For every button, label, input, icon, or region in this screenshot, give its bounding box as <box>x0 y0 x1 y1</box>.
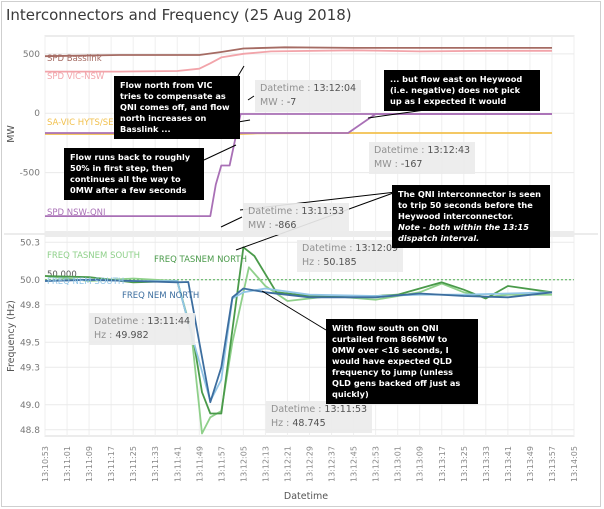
y-tick-label: 49.0 <box>20 401 40 411</box>
reference-line-label: 50.000 <box>47 270 77 280</box>
tooltip-mw-2: Datetime : 13:12:43 MW : -167 <box>369 142 476 174</box>
tooltip-hz-1: Datetime : 13:12:09 Hz : 50.185 <box>297 240 404 272</box>
x-tick-label: 13:13:09 <box>416 446 425 482</box>
annotation-heywood: ... but flow east on Heywood (i.e. negat… <box>384 70 540 111</box>
tooltip-mw-label: MW : <box>374 159 398 170</box>
tooltip-hz-value: 50.185 <box>323 257 357 268</box>
tooltip-datetime-label: Datetime : <box>260 83 311 94</box>
x-tick-label: 13:12:29 <box>306 446 315 482</box>
x-tick-label: 13:11:01 <box>63 446 72 482</box>
tooltip-hz-2: Datetime : 13:11:44 Hz : 49.982 <box>89 313 196 345</box>
x-axis-label: Datetime <box>284 491 328 502</box>
tooltip-mw-label: MW : <box>260 97 284 108</box>
leader-heywood <box>367 109 426 119</box>
leader-frequency <box>261 290 327 331</box>
x-tick-label: 13:12:21 <box>283 446 292 482</box>
x-tick-label: 13:13:01 <box>394 446 403 482</box>
x-tick-label: 13:11:49 <box>195 446 204 482</box>
tooltip-datetime-value: 13:11:53 <box>324 404 368 415</box>
y-tick-label: 49.8 <box>20 301 40 311</box>
y-tick-label: 49.3 <box>20 363 40 373</box>
tooltip-hz-value: 48.745 <box>292 418 326 429</box>
annotation-qni-trip-note: Note - both within the 13:15 dispatch in… <box>398 222 529 243</box>
series-label: SPD NSW-QNI <box>47 208 106 218</box>
tooltip-mw-value: -866 <box>274 220 297 231</box>
y-tick-label: 500 <box>23 50 40 60</box>
annotation-vic-nsw: Flow north from VIC tries to compensate … <box>114 76 240 139</box>
series-label: FREQ NEM SOUTH <box>47 277 124 287</box>
annotation-qni-trip: The QNI interconnector is seen to trip 5… <box>392 185 550 248</box>
y-tick-label: 0 <box>34 109 40 119</box>
tooltip-datetime-label: Datetime : <box>248 206 299 217</box>
annotation-qni-trip-text: The QNI interconnector is seen to trip 5… <box>398 189 541 221</box>
tooltip-hz-label: Hz : <box>271 418 290 429</box>
x-tick-label: 13:13:57 <box>548 446 557 482</box>
y-axis-label-hz: Frequency (Hz) <box>6 300 17 372</box>
tooltip-mw-3: Datetime : 13:11:53 MW : -866 <box>243 203 350 235</box>
series-line-mw-2 <box>45 49 552 73</box>
tooltip-hz-label: Hz : <box>94 330 113 341</box>
x-tick-label: 13:11:09 <box>85 446 94 482</box>
x-tick-label: 13:12:37 <box>328 446 337 482</box>
x-tick-label: 13:10:53 <box>41 446 50 482</box>
tooltip-datetime-value: 13:11:53 <box>301 206 345 217</box>
tooltip-datetime-value: 13:12:04 <box>313 83 357 94</box>
tooltip-stub <box>247 95 255 101</box>
tooltip-mw-1: Datetime : 13:12:04 MW : -7 <box>255 80 362 112</box>
tooltip-datetime-value: 13:12:09 <box>355 243 399 254</box>
tooltip-hz-3: Datetime : 13:11:53 Hz : 48.745 <box>266 401 373 433</box>
series-line-mw-1 <box>44 46 552 58</box>
annotation-frequency: With flow south on QNI curtailed from 86… <box>326 319 478 404</box>
y-tick-label: 50.0 <box>20 276 40 286</box>
y-tick-label: -500 <box>20 169 41 179</box>
x-tick-label: 13:11:57 <box>217 446 226 482</box>
series-label: SA-VIC HYTS/SESS <box>47 118 124 128</box>
chart-title: Interconnectors and Frequency (25 Aug 20… <box>6 6 352 24</box>
x-tick-label: 13:11:41 <box>173 446 182 482</box>
y-tick-label: 50.3 <box>20 238 40 248</box>
series-label: FREQ TASNEM NORTH <box>154 255 247 265</box>
x-tick-label: 13:11:17 <box>107 446 116 482</box>
annotation-qni-step-text: Flow runs back to roughly 50% in first s… <box>70 152 191 195</box>
leader-qni-step <box>203 144 237 161</box>
series-label: SPD VIC-NSW <box>47 72 105 82</box>
series-label: FREQ TASNEM SOUTH <box>47 251 140 261</box>
tooltip-mw-label: MW : <box>248 220 272 231</box>
x-tick-label: 13:11:33 <box>151 446 160 482</box>
y-tick-label: 49.5 <box>20 338 40 348</box>
x-tick-label: 13:12:05 <box>239 446 248 482</box>
tooltip-datetime-value: 13:12:43 <box>427 145 471 156</box>
y-axis-label-mw: MW <box>6 125 17 143</box>
tooltip-datetime-label: Datetime : <box>94 316 145 327</box>
tooltip-datetime-label: Datetime : <box>302 243 353 254</box>
series-label: SPD Basslink <box>47 54 102 64</box>
x-tick-label: 13:13:25 <box>460 446 469 482</box>
x-tick-label: 13:13:41 <box>504 446 513 482</box>
annotation-vic-nsw-text: Flow north from VIC tries to compensate … <box>120 80 230 134</box>
series-label: FREQ NEM NORTH <box>122 291 199 301</box>
annotation-heywood-text: ... but flow east on Heywood (i.e. negat… <box>390 74 523 106</box>
annotation-frequency-text: With flow south on QNI curtailed from 86… <box>332 323 461 399</box>
x-tick-label: 13:13:49 <box>526 446 535 482</box>
tooltip-hz-label: Hz : <box>302 257 321 268</box>
x-tick-label: 13:13:17 <box>438 446 447 482</box>
tooltip-datetime-label: Datetime : <box>374 145 425 156</box>
tooltip-mw-value: -7 <box>286 97 297 108</box>
x-tick-label: 13:13:33 <box>482 446 491 482</box>
x-tick-label: 13:12:45 <box>350 446 359 482</box>
tooltip-stub <box>220 216 243 228</box>
x-tick-label: 13:12:13 <box>261 446 270 482</box>
tooltip-hz-value: 49.982 <box>115 330 149 341</box>
x-tick-label: 13:12:53 <box>372 446 381 482</box>
x-tick-label: 13:14:05 <box>570 446 579 482</box>
x-tick-label: 13:11:25 <box>129 446 138 482</box>
series-line-hz-4 <box>44 278 553 404</box>
y-tick-label: 48.8 <box>20 426 40 436</box>
tooltip-datetime-label: Datetime : <box>271 404 322 415</box>
annotation-qni-step: Flow runs back to roughly 50% in first s… <box>64 148 204 200</box>
tooltip-mw-value: -167 <box>400 159 423 170</box>
tooltip-datetime-value: 13:11:44 <box>147 316 191 327</box>
